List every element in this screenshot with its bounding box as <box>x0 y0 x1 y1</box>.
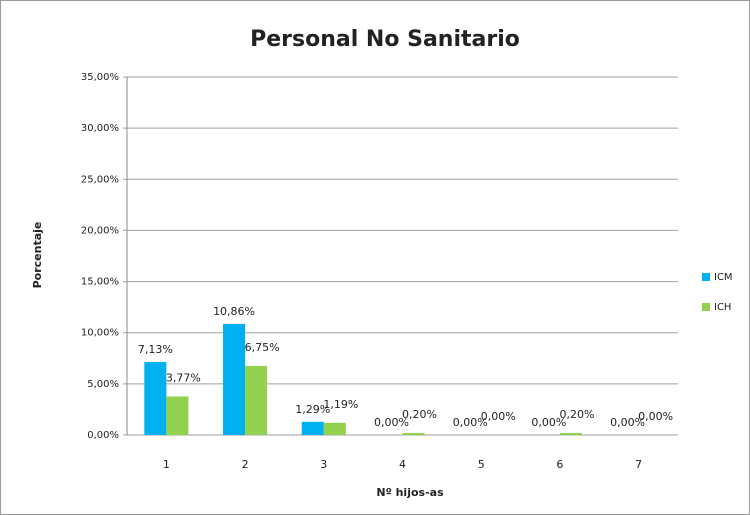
y-tick-label: 5,00% <box>87 379 119 390</box>
x-tick-label: 6 <box>556 458 563 471</box>
data-label: 0,00% <box>453 416 488 429</box>
data-label: 7,13% <box>138 343 173 356</box>
legend-swatch <box>702 303 710 311</box>
y-tick-label: 20,00% <box>81 225 119 236</box>
y-tick-label: 10,00% <box>81 328 119 339</box>
y-tick-label: 30,00% <box>81 123 119 134</box>
y-axis-label: Porcentaje <box>31 222 44 289</box>
data-label: 0,20% <box>559 408 594 421</box>
x-tick-label: 1 <box>163 458 170 471</box>
data-label: 1,19% <box>323 398 358 411</box>
data-label: 0,00% <box>531 416 566 429</box>
data-label: 10,86% <box>213 305 255 318</box>
bar <box>301 421 324 435</box>
x-tick-label: 4 <box>399 458 406 471</box>
data-label: 3,77% <box>166 371 201 384</box>
bar <box>245 365 268 435</box>
data-label: 0,00% <box>638 410 673 423</box>
legend-label: ICH <box>714 302 731 313</box>
bar <box>402 432 425 435</box>
data-label: 0,00% <box>374 416 409 429</box>
bar <box>144 362 167 435</box>
legend-swatch <box>702 273 710 281</box>
y-tick-label: 35,00% <box>81 72 119 83</box>
y-tick-label: 25,00% <box>81 174 119 185</box>
x-tick-label: 5 <box>478 458 485 471</box>
y-tick-label: 0,00% <box>87 430 119 441</box>
x-axis-label: Nº hijos-as <box>376 486 444 499</box>
data-label: 0,20% <box>402 408 437 421</box>
data-label: 0,00% <box>481 410 516 423</box>
x-tick-label: 7 <box>635 458 642 471</box>
legend-label: ICM <box>714 272 733 283</box>
bar <box>223 323 246 435</box>
bar <box>323 422 346 435</box>
y-tick-label: 15,00% <box>81 277 119 288</box>
x-tick-label: 2 <box>242 458 249 471</box>
data-label: 6,75% <box>245 341 280 354</box>
data-label: 1,29% <box>295 403 330 416</box>
data-label: 0,00% <box>610 416 645 429</box>
bar <box>559 432 582 435</box>
bar <box>166 396 189 435</box>
chart-title: Personal No Sanitario <box>250 27 520 52</box>
x-tick-label: 3 <box>320 458 327 471</box>
